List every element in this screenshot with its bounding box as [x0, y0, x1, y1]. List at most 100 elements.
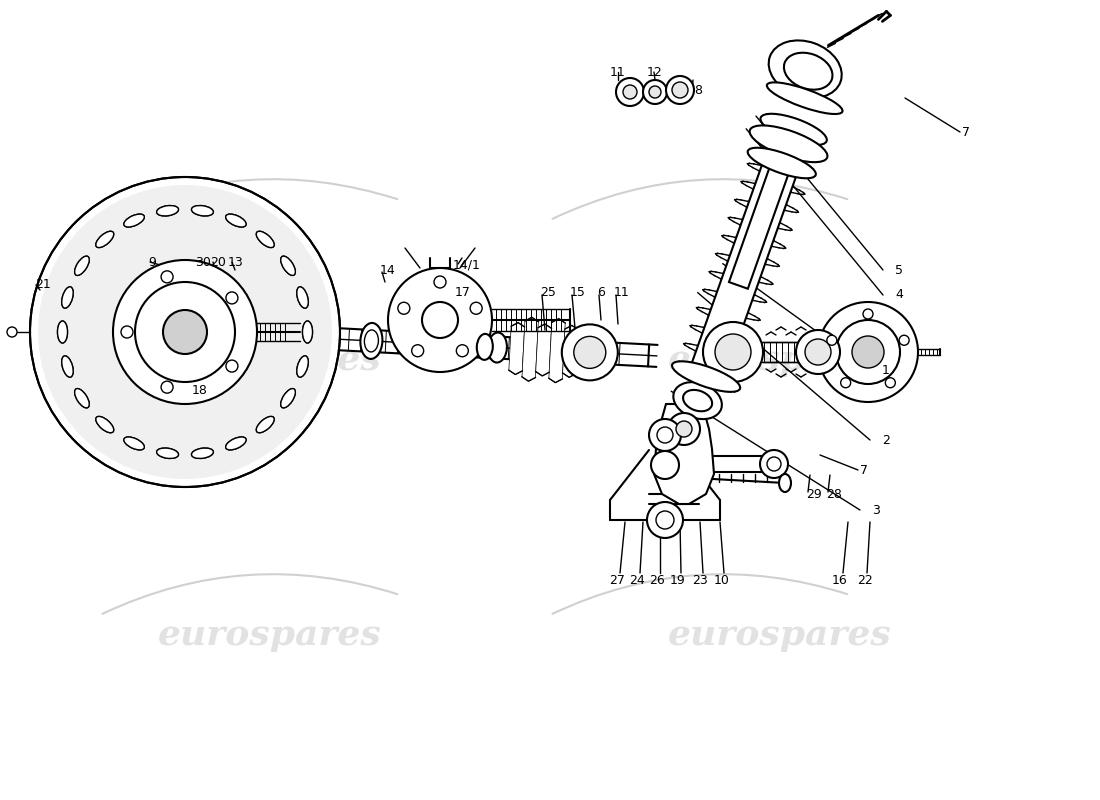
Ellipse shape: [769, 41, 842, 98]
Ellipse shape: [75, 256, 89, 275]
Text: 8: 8: [694, 83, 702, 97]
Circle shape: [864, 309, 873, 319]
Ellipse shape: [361, 323, 383, 359]
Ellipse shape: [256, 417, 274, 433]
Circle shape: [7, 327, 16, 337]
Text: eurospares: eurospares: [158, 618, 382, 652]
Ellipse shape: [750, 126, 827, 162]
Circle shape: [649, 419, 681, 451]
Circle shape: [767, 457, 781, 471]
Circle shape: [161, 271, 173, 283]
Ellipse shape: [302, 321, 312, 343]
Ellipse shape: [96, 231, 113, 247]
Circle shape: [226, 292, 238, 304]
Text: 5: 5: [895, 263, 903, 277]
Ellipse shape: [62, 356, 74, 377]
Ellipse shape: [226, 437, 246, 450]
Text: 2: 2: [882, 434, 890, 446]
Circle shape: [760, 450, 788, 478]
Ellipse shape: [62, 287, 74, 308]
Ellipse shape: [156, 448, 178, 458]
Circle shape: [668, 413, 700, 445]
Circle shape: [899, 335, 909, 346]
Polygon shape: [654, 404, 714, 504]
Polygon shape: [729, 153, 794, 289]
Ellipse shape: [767, 82, 843, 114]
Ellipse shape: [256, 231, 274, 247]
Ellipse shape: [280, 256, 295, 275]
Ellipse shape: [784, 53, 833, 90]
Ellipse shape: [280, 389, 295, 408]
Circle shape: [422, 302, 458, 338]
Circle shape: [886, 378, 895, 388]
Text: 25: 25: [540, 286, 556, 299]
Circle shape: [161, 381, 173, 393]
Text: 27: 27: [609, 574, 625, 586]
Ellipse shape: [57, 321, 67, 343]
Text: 12: 12: [647, 66, 662, 78]
Circle shape: [135, 282, 235, 382]
Circle shape: [121, 326, 133, 338]
Ellipse shape: [62, 356, 74, 377]
Ellipse shape: [256, 417, 274, 433]
Ellipse shape: [364, 330, 378, 352]
Circle shape: [434, 276, 446, 288]
Ellipse shape: [748, 148, 816, 178]
Text: 11: 11: [614, 286, 629, 299]
Text: 20: 20: [210, 255, 225, 269]
Circle shape: [30, 177, 340, 487]
Text: eurospares: eurospares: [158, 343, 382, 377]
Ellipse shape: [124, 214, 144, 227]
Ellipse shape: [672, 362, 740, 392]
Ellipse shape: [191, 448, 213, 458]
Circle shape: [456, 345, 469, 357]
Text: 21: 21: [35, 278, 51, 291]
Circle shape: [715, 334, 751, 370]
Ellipse shape: [75, 256, 89, 275]
Circle shape: [388, 268, 492, 372]
Ellipse shape: [96, 231, 113, 247]
Text: 19: 19: [670, 574, 686, 586]
Ellipse shape: [280, 389, 295, 408]
Ellipse shape: [156, 206, 178, 216]
Text: 11: 11: [610, 66, 626, 78]
Circle shape: [647, 502, 683, 538]
Ellipse shape: [302, 321, 312, 343]
Circle shape: [398, 302, 410, 314]
Ellipse shape: [75, 389, 89, 408]
Ellipse shape: [297, 356, 308, 377]
Circle shape: [676, 421, 692, 437]
Circle shape: [840, 378, 850, 388]
Text: 6: 6: [597, 286, 605, 299]
Text: eurospares: eurospares: [668, 343, 892, 377]
Text: 13: 13: [228, 255, 244, 269]
Text: eurospares: eurospares: [668, 618, 892, 652]
Text: 1: 1: [882, 363, 890, 377]
Text: 22: 22: [857, 574, 873, 586]
Text: 14/1: 14/1: [453, 258, 481, 271]
Circle shape: [818, 302, 918, 402]
Circle shape: [574, 336, 606, 368]
Ellipse shape: [75, 389, 89, 408]
Circle shape: [796, 330, 840, 374]
Circle shape: [805, 339, 830, 365]
Circle shape: [470, 302, 482, 314]
Text: 3: 3: [872, 503, 880, 517]
Ellipse shape: [297, 287, 308, 308]
Circle shape: [651, 451, 679, 479]
Text: 7: 7: [962, 126, 970, 138]
Text: 7: 7: [860, 463, 868, 477]
Ellipse shape: [62, 287, 74, 308]
Circle shape: [616, 78, 644, 106]
Ellipse shape: [488, 333, 507, 362]
Ellipse shape: [124, 437, 144, 450]
Text: 14: 14: [379, 263, 396, 277]
Circle shape: [649, 86, 661, 98]
Polygon shape: [688, 150, 801, 387]
Text: 17: 17: [455, 286, 471, 299]
Ellipse shape: [297, 356, 308, 377]
Ellipse shape: [297, 287, 308, 308]
Text: 30: 30: [195, 255, 211, 269]
Circle shape: [852, 336, 884, 368]
Ellipse shape: [191, 206, 213, 216]
